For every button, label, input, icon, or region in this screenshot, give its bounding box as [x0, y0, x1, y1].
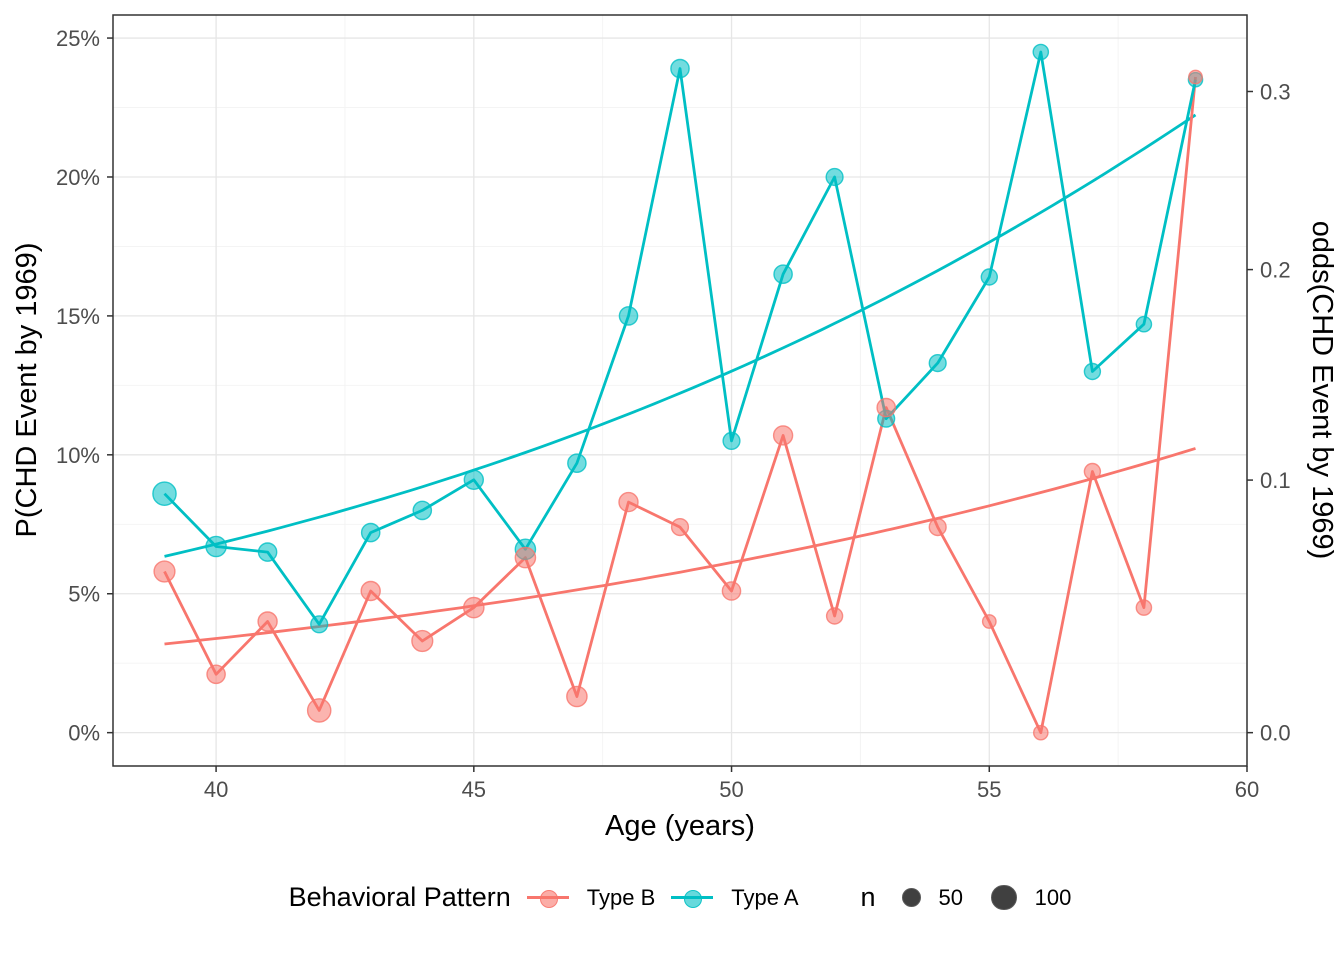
y-tick-label: 15% — [56, 304, 100, 329]
x-tick-label: 60 — [1235, 777, 1259, 802]
trend-line-type-b — [164, 447, 1196, 646]
size-legend-label-100: 100 — [1034, 884, 1072, 910]
points-type-b — [153, 69, 1203, 741]
point-type-b-age-41 — [257, 611, 278, 632]
point-type-a-age-52 — [825, 167, 844, 187]
point-type-a-age-54 — [928, 354, 947, 373]
point-type-b-age-59 — [1188, 69, 1203, 85]
point-type-b-age-49 — [670, 517, 690, 537]
y-right-tick-label: 0.2 — [1260, 258, 1291, 283]
axis-tick-labels: 40 45 50 55 60 0% 5% 10% 15% 20% 25% 0.0 0.1 0.2 0.3 — [56, 26, 1291, 802]
point-type-a-age-47 — [567, 453, 587, 474]
point-type-b-age-39 — [153, 560, 176, 583]
y-tick-label: 5% — [68, 582, 100, 607]
size-50-circle-icon — [901, 888, 921, 907]
x-tick-label: 55 — [977, 777, 1001, 802]
series-line-type-b — [163, 76, 1197, 735]
type-b-point-icon — [539, 889, 558, 908]
legend-label-type-a: Type A — [731, 884, 799, 910]
point-type-b-age-54 — [928, 517, 947, 537]
y-tick-label: 20% — [56, 165, 100, 190]
y-right-tick-label: 0.1 — [1260, 468, 1291, 493]
x-tick-label: 45 — [462, 777, 486, 802]
point-type-a-age-40 — [205, 535, 227, 558]
point-type-b-age-40 — [206, 664, 226, 685]
x-tick-label: 50 — [719, 777, 743, 802]
type-a-point-icon — [684, 889, 703, 908]
y-tick-label: 10% — [56, 443, 100, 468]
point-type-a-age-45 — [463, 469, 484, 490]
y-axis-title-left: P(CHD Event by 1969) — [11, 242, 43, 538]
point-type-b-age-56 — [1033, 724, 1049, 741]
gridlines-minor — [113, 15, 1247, 766]
point-type-a-age-57 — [1083, 362, 1102, 381]
point-type-a-age-55 — [980, 268, 998, 286]
legend-key-type-b — [526, 885, 569, 911]
series-line-type-a — [163, 50, 1197, 626]
point-type-b-age-47 — [566, 685, 588, 708]
point-type-a-age-48 — [618, 306, 639, 326]
point-type-b-age-58 — [1135, 599, 1153, 616]
y-tick-label: 25% — [56, 26, 100, 51]
point-type-b-age-43 — [360, 580, 381, 602]
point-type-b-age-46 — [514, 546, 537, 569]
legend-label-type-b: Type B — [586, 884, 656, 910]
point-type-a-age-39 — [152, 481, 177, 507]
point-type-a-age-50 — [722, 431, 741, 450]
size-legend-title: n — [860, 882, 876, 912]
point-type-b-age-57 — [1083, 462, 1102, 481]
point-type-a-age-42 — [310, 615, 329, 634]
point-type-b-age-51 — [772, 425, 794, 446]
axis-ticks — [107, 37, 1253, 772]
size-legend-label-50: 50 — [938, 884, 964, 910]
point-type-b-age-45 — [462, 596, 485, 619]
y-axis-title-right: odds(CHD Event by 1969) — [1306, 220, 1338, 560]
legend-title: Behavioral Pattern — [288, 882, 511, 912]
trend-line-type-a — [164, 113, 1197, 558]
point-type-b-age-48 — [618, 491, 639, 513]
point-type-b-age-44 — [411, 629, 434, 653]
y-tick-label: 0% — [68, 721, 100, 746]
point-type-a-age-51 — [773, 264, 793, 285]
point-type-a-age-41 — [257, 542, 278, 562]
panel-border — [112, 14, 1248, 767]
y-right-tick-label: 0.0 — [1260, 721, 1291, 746]
legend: Behavioral Pattern Type B Type A n 50 10… — [8, 882, 1344, 913]
point-type-b-age-55 — [981, 614, 997, 629]
point-type-b-age-53 — [876, 397, 897, 418]
point-type-a-age-43 — [360, 522, 381, 543]
point-type-a-age-58 — [1135, 315, 1153, 333]
x-axis-title: Age (years) — [605, 810, 755, 842]
points-type-a — [152, 43, 1204, 634]
point-type-b-age-50 — [721, 581, 742, 601]
y-right-tick-label: 0.3 — [1260, 79, 1291, 104]
x-tick-label: 40 — [204, 777, 228, 802]
point-type-b-age-42 — [306, 698, 332, 723]
legend-key-type-a — [671, 885, 714, 911]
point-type-b-age-52 — [825, 607, 844, 625]
point-type-a-age-49 — [670, 58, 690, 79]
size-100-circle-icon — [991, 884, 1017, 911]
point-type-a-age-44 — [412, 500, 433, 521]
point-type-a-age-56 — [1032, 43, 1050, 61]
gridlines-major — [113, 15, 1248, 766]
